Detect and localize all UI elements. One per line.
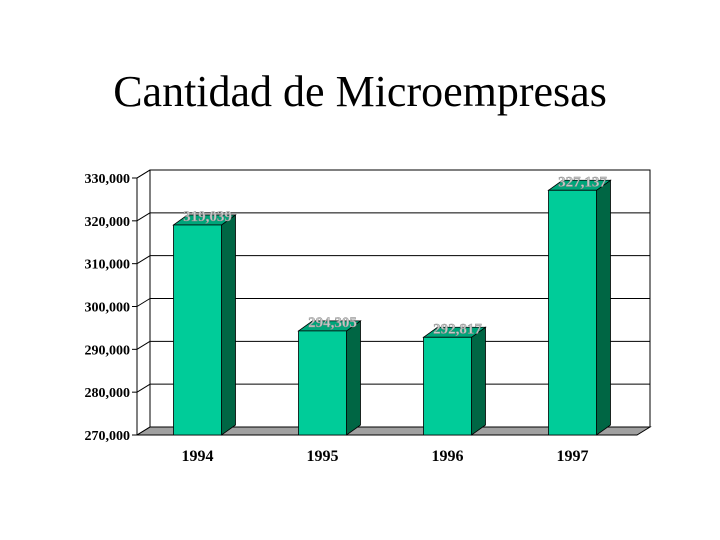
bar-side <box>471 326 486 436</box>
x-category-label: 1994 <box>182 448 214 465</box>
data-label: 292,817 <box>433 321 482 337</box>
bar <box>173 224 222 436</box>
data-label: 327,137 <box>558 174 607 190</box>
x-category-label: 1996 <box>432 448 464 465</box>
chart-title: Cantidad de Microempresas <box>113 67 607 116</box>
y-tick-label: 320,000 <box>85 215 131 230</box>
y-tick-label: 300,000 <box>85 301 131 316</box>
y-tick-label: 280,000 <box>85 386 131 401</box>
x-category-label: 1997 <box>557 448 589 465</box>
gridline-depth <box>136 426 151 436</box>
y-tick-label: 310,000 <box>85 258 131 273</box>
bar <box>548 189 597 436</box>
data-label: 319,039 <box>183 209 232 225</box>
y-tick-label: 290,000 <box>85 343 131 358</box>
gridline-depth <box>136 212 151 222</box>
bar-side <box>596 179 611 436</box>
gridline-depth <box>136 340 151 350</box>
bar-side <box>346 320 361 436</box>
gridline-depth <box>136 383 151 393</box>
bar <box>423 336 472 436</box>
bar-side <box>221 214 236 436</box>
y-tick-label: 330,000 <box>85 172 131 187</box>
y-axis-top-depth <box>136 169 151 179</box>
x-category-label: 1995 <box>307 448 339 465</box>
gridline-depth <box>136 255 151 265</box>
bar <box>298 330 347 436</box>
data-label: 294,305 <box>308 315 357 331</box>
gridline-depth <box>136 298 151 307</box>
y-tick-label: 270,000 <box>85 429 131 444</box>
